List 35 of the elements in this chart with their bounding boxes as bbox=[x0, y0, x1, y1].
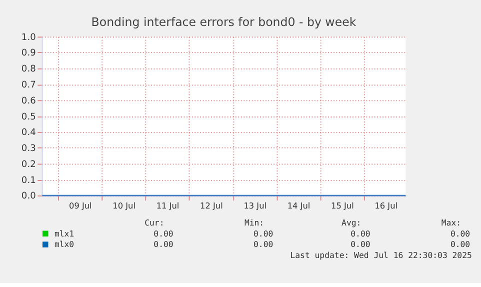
y-tick-label: 0.4 bbox=[21, 128, 36, 138]
x-tick-label: 13 Jul bbox=[244, 200, 267, 211]
legend-label: mlx1 bbox=[54, 228, 74, 238]
y-tick-label: 0.5 bbox=[21, 112, 36, 122]
x-tick-label: 11 Jul bbox=[156, 200, 180, 211]
text: 0.00 bbox=[450, 228, 470, 238]
text: Last update: Wed Jul 16 22:30:03 2025 bbox=[290, 250, 472, 260]
legend-label: mlx0 bbox=[54, 239, 74, 250]
text: 0.00 bbox=[254, 228, 274, 238]
text: Max: bbox=[441, 217, 462, 228]
y-tick-label: 0.3 bbox=[21, 144, 36, 154]
text: 0.00 bbox=[450, 239, 470, 250]
x-tick-label: 12 Jul bbox=[200, 200, 223, 211]
x-tick-label: 16 Jul bbox=[374, 200, 398, 211]
text: Avg: bbox=[342, 217, 362, 228]
text: 0.00 bbox=[254, 239, 274, 250]
y-tick-label: 0.9 bbox=[21, 48, 36, 59]
y-tick-label: 0.2 bbox=[21, 160, 36, 170]
x-tick-label: 09 Jul bbox=[69, 200, 92, 211]
x-tick-label: 14 Jul bbox=[287, 200, 310, 211]
y-tick-label: 0.8 bbox=[21, 64, 36, 75]
x-tick-label: 15 Jul bbox=[331, 200, 354, 211]
y-tick-label: 0.7 bbox=[21, 80, 36, 90]
y-tick-label: 0.0 bbox=[21, 192, 36, 202]
x-tick-label: 10 Jul bbox=[112, 200, 136, 211]
chart-title: Bonding interface errors for bond0 - by week bbox=[91, 14, 356, 29]
y-tick-label: 0.6 bbox=[21, 96, 36, 106]
text: 0.00 bbox=[154, 239, 174, 250]
y-tick-label: 1.0 bbox=[21, 32, 36, 43]
y-tick-label: 0.1 bbox=[21, 176, 36, 186]
text: 0.00 bbox=[350, 228, 370, 238]
text: 0.00 bbox=[154, 228, 174, 238]
text: Cur: bbox=[144, 217, 164, 228]
text: 0.00 bbox=[350, 239, 370, 250]
text: Min: bbox=[244, 217, 264, 228]
